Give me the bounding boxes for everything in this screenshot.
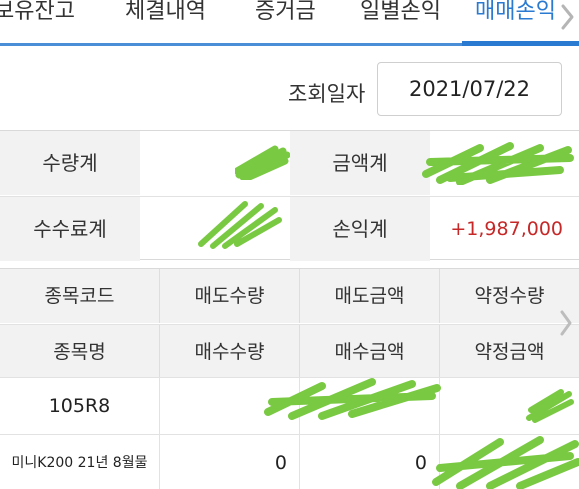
cell-buy-qty: 0 <box>160 435 300 489</box>
summary-table: 수량계 금액계 수수료계 손익계 +1,987,000 <box>0 130 579 261</box>
fee-total-header: 수수료계 <box>0 197 140 261</box>
active-tab-indicator <box>462 41 579 46</box>
redaction-scribble <box>432 436 579 489</box>
redaction-scribble <box>526 389 574 423</box>
redaction-scribble <box>422 142 574 185</box>
summary-row: 수량계 금액계 <box>0 131 579 195</box>
redaction-scribble <box>235 145 290 180</box>
header-row-2: 종목명 매수수량 매수금액 약정금액 <box>0 324 579 379</box>
cell-code: 105R8 <box>0 378 160 434</box>
cell-sell-amount <box>300 378 440 434</box>
amount-total-header: 금액계 <box>290 131 430 195</box>
chevron-right-icon[interactable] <box>559 309 573 337</box>
query-date-label: 조회일자 <box>288 82 366 106</box>
table-row[interactable]: 105R8 <box>0 377 579 434</box>
table-row[interactable]: 미니K200 21년 8월물 0 0 <box>0 434 579 489</box>
tab-executions[interactable]: 체결내역 <box>125 0 206 24</box>
col-contract-qty-header: 약정수량 <box>474 285 545 307</box>
query-date-input[interactable]: 2021/07/22 <box>377 62 562 116</box>
chevron-right-icon[interactable] <box>557 0 577 34</box>
col-code-header: 종목코드 <box>0 269 160 323</box>
summary-row: 수수료계 손익계 +1,987,000 <box>0 196 579 261</box>
cell-buy-amount: 0 <box>300 435 440 489</box>
tab-underline <box>0 43 579 46</box>
col-buy-qty-header: 매수수량 <box>160 325 300 379</box>
tab-trade-pnl[interactable]: 매매손익 <box>475 0 556 24</box>
header-row-1: 종목코드 매도수량 매도금액 약정수량 <box>0 269 579 323</box>
redaction-scribble <box>198 201 282 249</box>
pnl-total-value: +1,987,000 <box>450 218 563 240</box>
col-name-header: 종목명 <box>0 325 160 379</box>
qty-total-header: 수량계 <box>0 131 140 195</box>
redaction-scribble <box>264 378 441 420</box>
tab-margin[interactable]: 증거금 <box>255 0 316 24</box>
col-sell-qty-header: 매도수량 <box>160 269 300 323</box>
cell-sell-qty <box>160 378 300 434</box>
cell-name: 미니K200 21년 8월물 <box>0 435 160 489</box>
pnl-total-header: 손익계 <box>290 197 430 261</box>
col-sell-amount-header: 매도금액 <box>300 269 440 323</box>
tab-bar: 보유잔고 체결내역 증거금 일별손익 매매손익 <box>0 0 579 46</box>
col-contract-amount-header: 약정금액 <box>474 341 545 363</box>
detail-table: 종목코드 매도수량 매도금액 약정수량 종목명 매수수량 매수금액 약정금액 1… <box>0 268 579 489</box>
tab-holdings[interactable]: 보유잔고 <box>0 0 75 24</box>
tab-daily-pnl[interactable]: 일별손익 <box>360 0 441 24</box>
col-buy-amount-header: 매수금액 <box>300 325 440 379</box>
